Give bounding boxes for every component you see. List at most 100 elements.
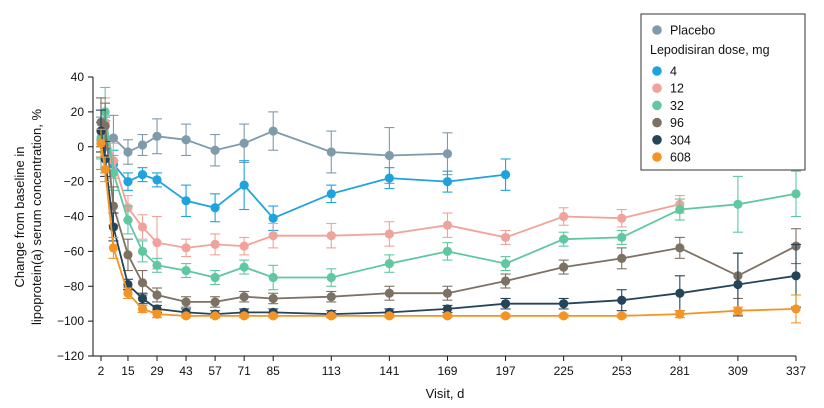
data-point [384, 173, 394, 183]
data-point [442, 311, 453, 321]
data-point [123, 147, 133, 157]
data-point [442, 149, 453, 159]
series-layer [96, 86, 801, 324]
data-point [137, 222, 148, 232]
data-point [442, 220, 453, 230]
data-point [123, 215, 133, 225]
data-point [791, 271, 801, 281]
data-point [239, 311, 249, 321]
data-point [152, 175, 162, 185]
data-point [791, 304, 801, 314]
y-axis-title: Change from baseline in lipoprotein(a) s… [12, 109, 44, 325]
data-point [384, 258, 394, 269]
data-point [500, 276, 511, 286]
x-tick-label: 253 [612, 364, 632, 378]
series-placebo [96, 111, 453, 184]
data-point [108, 243, 119, 253]
plot-area: 40 20 0 −20 −40 −60 −80 −100 −120 2 15 29 43 57 71 85 1… [57, 70, 806, 378]
x-tick-label: 225 [554, 364, 574, 378]
data-point [442, 288, 453, 298]
legend-marker [652, 83, 662, 93]
data-point [123, 250, 133, 260]
data-point [675, 309, 685, 319]
data-point [442, 177, 453, 187]
data-point [326, 231, 336, 241]
data-point [152, 309, 162, 319]
data-point [675, 204, 685, 215]
data-point [675, 243, 685, 253]
data-point [210, 239, 220, 249]
data-point [733, 306, 743, 316]
data-point [268, 311, 278, 321]
data-point [137, 293, 148, 304]
data-point [326, 272, 336, 283]
data-point [268, 293, 278, 304]
data-point [500, 258, 511, 269]
legend-marker [652, 100, 662, 111]
data-point [559, 211, 569, 222]
legend-item-placebo: Placebo [652, 24, 715, 38]
y-tick-label: 20 [71, 105, 85, 119]
data-point [442, 304, 453, 314]
legend-items: Placebo 4 12 32 96 304 608 [652, 24, 715, 165]
legend-label: 4 [670, 65, 677, 79]
legend-item-32: 32 [652, 99, 684, 113]
legend-item-4: 4 [652, 65, 677, 79]
data-point [210, 297, 220, 307]
data-point [210, 311, 220, 321]
series-608 [96, 128, 801, 324]
data-point [137, 170, 148, 180]
x-axis-ticks: 2 15 29 43 57 71 85 113 141 169 197 225 253 281 309 337 [98, 356, 806, 378]
data-point [500, 232, 511, 243]
x-tick-label: 2 [98, 364, 105, 378]
legend-label: 12 [670, 82, 684, 96]
data-point [326, 292, 336, 302]
legend-label: Placebo [670, 24, 715, 38]
data-point [137, 246, 148, 256]
data-point [559, 311, 569, 321]
x-tick-label: 85 [267, 364, 281, 378]
data-point [500, 299, 511, 309]
x-tick-label: 197 [496, 364, 516, 378]
legend-item-96: 96 [652, 116, 684, 130]
y-tick-label: −80 [64, 279, 85, 293]
data-point [326, 311, 336, 321]
data-point [239, 262, 249, 272]
x-tick-label: 337 [786, 364, 806, 378]
data-point [239, 241, 249, 251]
y-tick-label: −20 [64, 175, 85, 189]
x-tick-label: 15 [121, 364, 135, 378]
data-point [152, 131, 162, 141]
legend-label: 96 [670, 116, 684, 130]
data-point [137, 140, 148, 150]
data-point [137, 304, 148, 314]
y-tick-label: −60 [64, 244, 85, 258]
data-point [181, 297, 191, 307]
legend-item-12: 12 [652, 82, 684, 96]
data-point [617, 253, 627, 263]
data-point [100, 164, 110, 175]
data-point [617, 232, 627, 243]
x-tick-label: 141 [379, 364, 399, 378]
data-point [559, 262, 569, 272]
data-point [733, 279, 743, 290]
x-tick-label: 43 [179, 364, 193, 378]
data-point [137, 278, 148, 288]
data-point [442, 246, 453, 256]
x-tick-label: 57 [208, 364, 222, 378]
y-tick-label: 40 [71, 70, 85, 84]
y-axis-title-line-1: Change from baseline in [12, 147, 27, 288]
legend-marker [652, 117, 662, 128]
data-point [617, 311, 627, 321]
data-point [152, 238, 162, 248]
data-point [268, 126, 278, 136]
x-axis-title: Visit, d [426, 386, 465, 401]
data-point [210, 203, 220, 213]
data-point [617, 213, 627, 223]
data-point [181, 311, 191, 321]
data-point [500, 170, 511, 180]
data-point [500, 311, 511, 321]
data-point [675, 288, 685, 298]
